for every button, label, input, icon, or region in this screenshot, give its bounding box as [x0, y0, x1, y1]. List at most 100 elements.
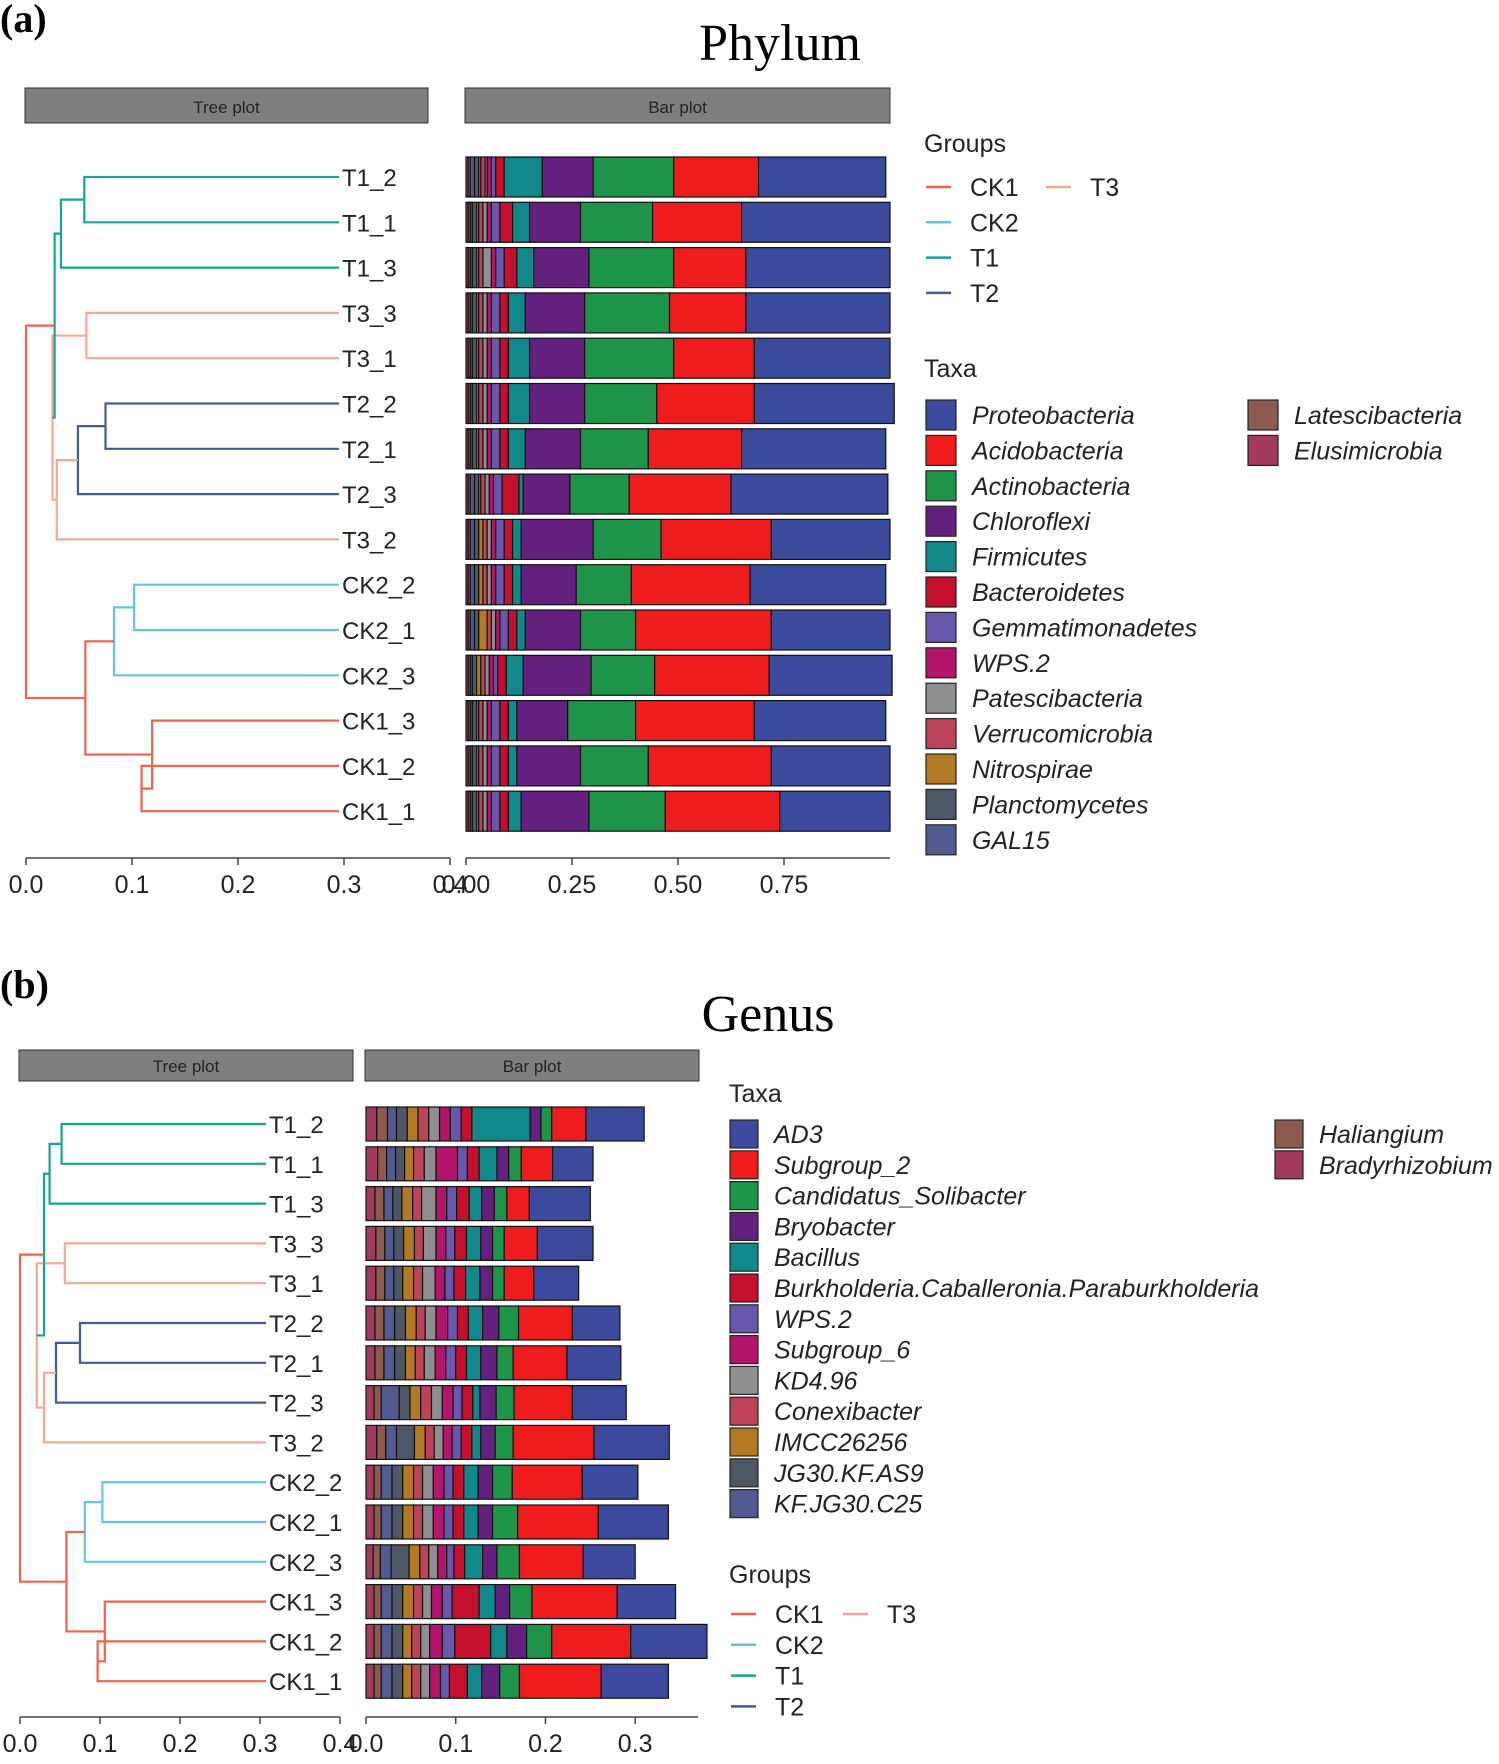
bar-segment: [499, 699, 510, 742]
bar-segment: [517, 1305, 573, 1341]
bar-segment: [479, 1265, 494, 1301]
bar-strip-label: Bar plot: [503, 1057, 562, 1076]
bar-segment: [491, 1225, 505, 1262]
bar-segment: [380, 1504, 393, 1540]
sample-label: CK1_2: [342, 754, 415, 781]
bar-segment: [434, 1345, 447, 1381]
taxa-legend-swatch: [925, 788, 957, 821]
bar-segment: [660, 518, 772, 561]
bar-segment: [531, 1583, 618, 1620]
sample-label: T3_2: [342, 527, 397, 554]
taxa-legend-swatch: [925, 399, 957, 431]
dendrogram-branch: [54, 1341, 266, 1404]
dendrogram-branch: [133, 583, 339, 632]
bar-segment: [476, 654, 482, 696]
bar-segment: [469, 609, 476, 651]
taxa-legend-title: Taxa: [924, 355, 977, 383]
bar-segment: [473, 518, 480, 561]
bar-segment: [456, 1185, 470, 1222]
bar-segment: [499, 745, 510, 787]
bar-segment: [365, 1345, 376, 1381]
bar-tick-label: 0.0: [349, 1730, 384, 1758]
bar-segment: [478, 699, 484, 742]
tree-tick-label: 0.1: [83, 1730, 118, 1758]
bar-segment: [588, 247, 675, 289]
bar-segment: [581, 1464, 639, 1500]
bar-segment: [482, 1305, 500, 1341]
group-legend-label: CK1: [970, 174, 1019, 202]
dendrogram-branch: [55, 459, 339, 541]
bar-segment: [471, 790, 478, 832]
bar-segment: [579, 745, 649, 787]
tree-tick-label: 0.2: [221, 871, 256, 899]
bar-segment: [473, 473, 480, 515]
group-legend-label: T2: [775, 1693, 804, 1721]
dendrogram-branch: [84, 640, 153, 756]
bar-segment: [413, 1225, 425, 1262]
bar-tick-label: 0.75: [760, 871, 809, 899]
taxa-legend-label: Conexibacter: [774, 1398, 923, 1426]
sample-label: T2_3: [269, 1391, 324, 1418]
bar-segment: [673, 247, 747, 289]
panel-label: (a): [0, 0, 47, 41]
bar-segment: [490, 790, 501, 832]
bar-segment: [434, 1265, 446, 1301]
bar-segment: [365, 1424, 378, 1461]
bar-segment: [584, 337, 675, 379]
bar-segment: [365, 1225, 377, 1262]
bar-segment: [365, 1544, 374, 1580]
bar-segment: [477, 1504, 494, 1540]
sample-label: CK1_1: [342, 799, 415, 826]
bar-segment: [494, 1424, 514, 1461]
bar-segment: [634, 699, 755, 742]
bar-segment: [507, 337, 531, 379]
bar-segment: [478, 201, 484, 243]
bar-segment: [383, 1185, 394, 1222]
bar-segment: [463, 1464, 479, 1500]
bar-segment: [541, 156, 594, 198]
bar-segment: [478, 428, 484, 470]
bar-segment: [433, 1424, 444, 1461]
groups-legend-title: Groups: [924, 130, 1006, 158]
bar-segment: [520, 790, 590, 832]
dendrogram-branch: [63, 1242, 266, 1285]
bar-segment: [395, 1106, 408, 1142]
dendrogram-branch: [112, 606, 339, 677]
bar-segment: [478, 609, 488, 651]
bar-segment: [480, 156, 486, 198]
bar-segment: [522, 654, 592, 696]
bar-segment: [518, 1544, 584, 1580]
tree-tick-label: 0.0: [9, 871, 44, 899]
sample-label: CK2_1: [342, 618, 415, 645]
dendrogram-branch: [48, 1142, 266, 1205]
bar-segment: [445, 1345, 457, 1381]
bar-segment: [516, 745, 582, 787]
bar-segment: [376, 1106, 389, 1142]
taxa-legend-swatch: [925, 682, 957, 714]
bar-segment: [430, 1384, 443, 1421]
bar-segment: [435, 1305, 449, 1341]
bar-segment: [444, 1265, 455, 1301]
bar-segment: [492, 473, 503, 515]
taxa-legend-swatch: [925, 717, 957, 750]
taxa-legend-label: Bacillus: [774, 1244, 860, 1272]
bar-segment: [415, 1305, 426, 1341]
bar-segment: [513, 1384, 573, 1421]
panel-a: (a) Phylum Tree plot Bar plot T1_2 T1_1 T1_3 T3…: [0, 0, 1462, 899]
bar-segment: [421, 1185, 437, 1222]
bar-segment: [770, 609, 891, 651]
dendrogram-branch: [101, 1481, 266, 1524]
bar-segment: [480, 1424, 496, 1461]
bar-segment: [528, 382, 586, 425]
dendrogram-branch: [141, 719, 339, 790]
bar-segment: [499, 337, 510, 379]
tree-tick-label: 0.3: [243, 1730, 278, 1758]
bar-segment: [522, 473, 571, 515]
bar-segment: [770, 745, 891, 787]
dendrogram-branch: [78, 1321, 266, 1364]
panel-title: Genus: [702, 986, 835, 1043]
taxa-legend-label: JG30.KF.AS9: [773, 1460, 924, 1488]
bar-segment: [393, 1265, 404, 1301]
bar-segment: [380, 1464, 393, 1500]
bar-segment: [571, 1384, 627, 1421]
